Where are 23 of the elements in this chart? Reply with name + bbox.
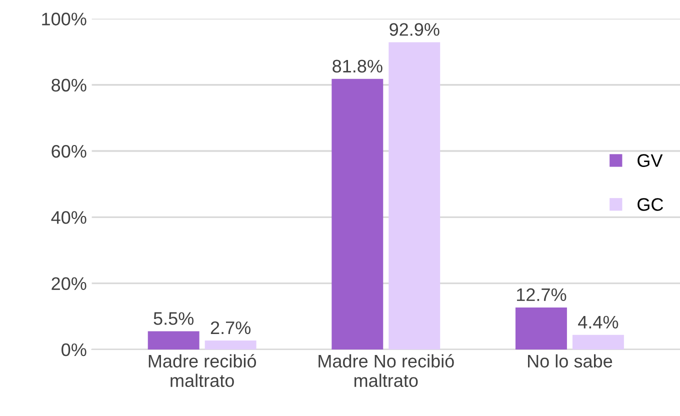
data-label: 4.4% <box>578 316 618 328</box>
x-tick-label: Madre recibió maltrato <box>148 354 256 388</box>
data-label: 12.7% <box>517 288 566 302</box>
bar <box>204 340 256 350</box>
y-tick-label: 20% <box>52 277 86 290</box>
bar <box>388 42 440 350</box>
y-tick-label: 80% <box>52 78 86 92</box>
data-label: 2.7% <box>210 321 251 334</box>
bar <box>148 331 200 350</box>
data-label: 81.8% <box>332 60 382 73</box>
legend-label: GV <box>638 154 663 167</box>
y-tick-label: 40% <box>51 211 86 224</box>
x-tick-label: Madre No recibió maltrato <box>318 354 454 388</box>
bar <box>332 78 384 350</box>
legend-label: GC <box>638 198 664 211</box>
y-tick-label: 0% <box>62 343 86 356</box>
bar <box>515 307 567 350</box>
y-tick-label: 100% <box>42 12 86 26</box>
data-label: 92.9% <box>390 23 440 36</box>
y-tick-label: 60% <box>52 144 86 158</box>
bar <box>572 334 624 350</box>
x-tick-label: No lo sabe <box>528 354 612 368</box>
data-label: 5.5% <box>154 312 194 325</box>
